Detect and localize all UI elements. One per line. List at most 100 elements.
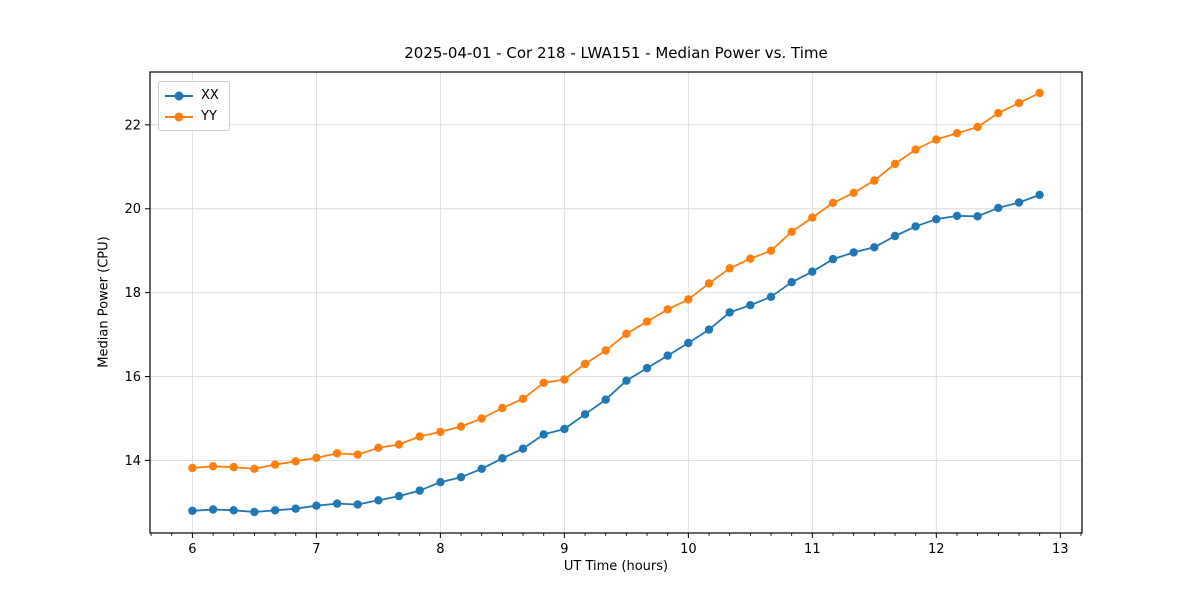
data-point-yy — [188, 463, 197, 473]
y-tick-label: 20 — [124, 202, 141, 217]
data-point-xx — [312, 501, 321, 510]
data-point-xx — [436, 478, 445, 487]
data-point-xx — [911, 222, 920, 231]
data-point-yy — [808, 213, 817, 222]
y-tick-label: 18 — [124, 286, 141, 301]
data-point-yy — [560, 375, 569, 384]
x-tick-label: 8 — [436, 542, 444, 557]
x-tick-label: 13 — [1052, 542, 1069, 557]
data-point-xx — [890, 231, 900, 241]
data-point-yy — [911, 145, 920, 154]
data-point-yy — [539, 378, 548, 387]
legend: XX YY — [158, 81, 230, 131]
data-point-xx — [952, 211, 962, 221]
data-point-xx — [704, 325, 714, 334]
legend-line-marker-icon — [165, 111, 193, 123]
data-point-yy — [684, 295, 693, 304]
data-point-xx — [1014, 198, 1024, 207]
data-point-yy — [725, 264, 734, 273]
data-point-yy — [250, 464, 259, 473]
data-point-yy — [622, 329, 631, 338]
data-point-xx — [456, 473, 466, 482]
data-point-xx — [560, 424, 569, 434]
data-point-xx — [270, 506, 280, 515]
data-point-xx — [849, 248, 858, 257]
data-point-xx — [746, 301, 755, 310]
series-line-xx — [191, 193, 1041, 513]
data-point-yy — [498, 403, 507, 413]
data-point-yy — [952, 129, 962, 138]
data-point-xx — [684, 338, 693, 348]
data-point-xx — [394, 491, 404, 501]
data-point-yy — [291, 457, 300, 466]
data-point-yy — [477, 414, 486, 423]
data-point-xx — [208, 505, 218, 514]
data-point-xx — [415, 486, 424, 495]
y-tick-label: 14 — [124, 454, 141, 469]
data-point-xx — [229, 506, 238, 515]
data-point-yy — [415, 432, 424, 441]
data-point-yy — [932, 135, 941, 144]
x-axis-label: UT Time (hours) — [563, 559, 669, 574]
data-point-xx — [622, 376, 631, 385]
data-point-yy — [229, 462, 238, 472]
data-point-yy — [642, 317, 652, 326]
data-point-yy — [353, 450, 362, 459]
y-tick-label: 22 — [124, 118, 141, 133]
data-point-xx — [870, 243, 879, 252]
data-point-yy — [580, 359, 590, 369]
data-point-yy — [436, 427, 445, 437]
data-point-xx — [332, 499, 342, 508]
legend-marker-icon — [174, 112, 184, 121]
legend-line-marker-icon — [165, 90, 193, 102]
data-point-yy — [394, 440, 404, 449]
data-point-xx — [663, 351, 672, 360]
data-point-yy — [973, 122, 982, 132]
data-point-yy — [601, 346, 610, 355]
data-point-xx — [374, 496, 383, 505]
data-point-yy — [890, 159, 900, 169]
data-point-yy — [1035, 88, 1044, 98]
data-point-xx — [808, 267, 817, 276]
legend-label: XX — [201, 88, 219, 103]
data-point-xx — [973, 212, 982, 221]
data-point-xx — [601, 395, 610, 404]
data-point-xx — [932, 215, 941, 224]
data-point-xx — [498, 454, 507, 463]
data-point-xx — [539, 430, 548, 439]
x-tick-label: 11 — [804, 542, 821, 557]
data-point-yy — [828, 198, 838, 208]
x-tick-label: 6 — [188, 542, 196, 557]
data-point-yy — [870, 176, 879, 185]
data-point-yy — [766, 246, 776, 255]
data-point-xx — [353, 500, 362, 509]
data-point-xx — [291, 504, 300, 513]
data-point-xx — [828, 254, 838, 264]
data-point-yy — [270, 460, 280, 469]
data-point-xx — [725, 308, 734, 317]
plot-border — [149, 71, 1083, 534]
data-point-xx — [642, 363, 652, 373]
data-point-yy — [1014, 98, 1024, 108]
data-point-yy — [312, 453, 321, 463]
x-tick-label: 12 — [928, 542, 945, 557]
legend-item: XX — [165, 86, 219, 105]
data-point-xx — [787, 278, 796, 287]
data-point-yy — [332, 449, 342, 458]
data-point-xx — [580, 410, 590, 419]
data-point-yy — [994, 108, 1003, 118]
x-tick-label: 7 — [312, 542, 320, 557]
data-point-xx — [250, 507, 259, 517]
x-tick-label: 10 — [680, 542, 697, 557]
data-point-xx — [994, 203, 1003, 213]
data-point-xx — [518, 444, 528, 453]
data-point-xx — [766, 292, 776, 301]
data-point-yy — [374, 443, 383, 452]
data-point-yy — [746, 254, 755, 263]
chart-title: 2025-04-01 - Cor 218 - LWA151 - Median P… — [404, 44, 828, 62]
legend-marker-icon — [174, 91, 184, 100]
data-point-yy — [208, 462, 218, 471]
data-point-yy — [849, 188, 858, 197]
